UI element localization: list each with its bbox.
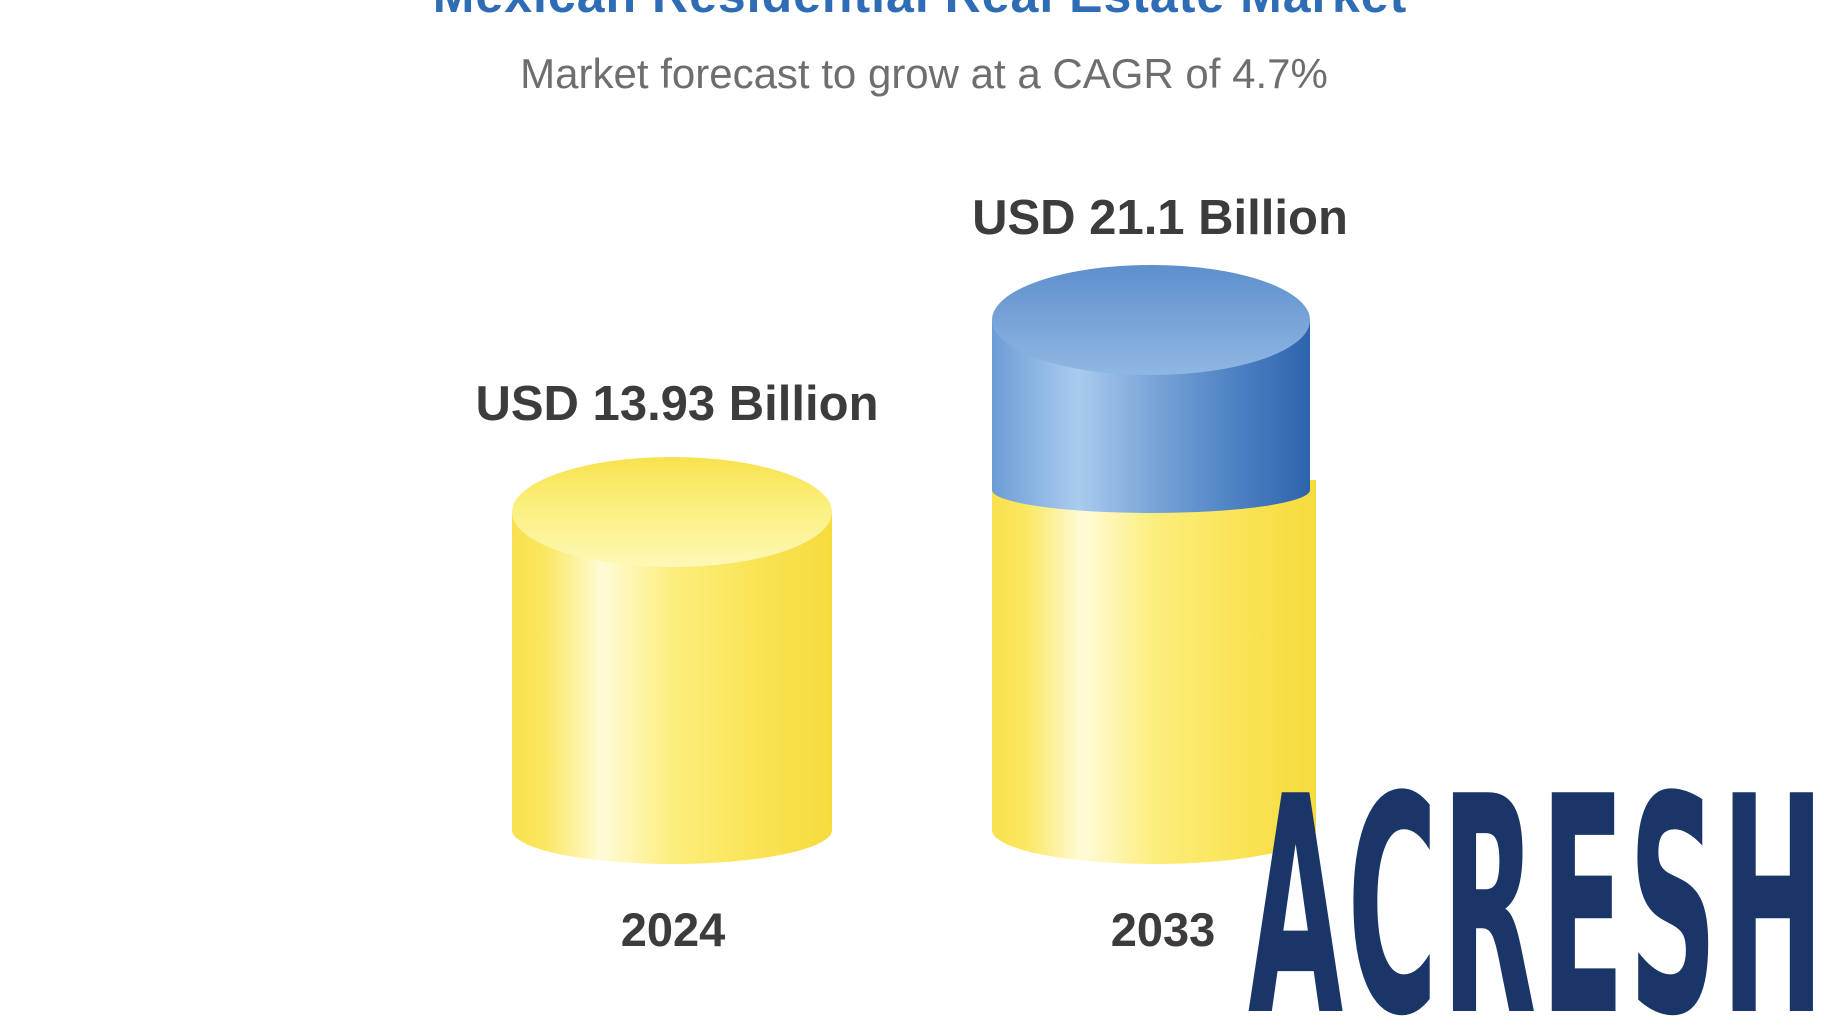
- bar-2033-base-segment: [992, 480, 1316, 864]
- axis-label-2033: 2033: [1110, 903, 1216, 956]
- value-label-2024: USD 13.93 Billion: [475, 377, 879, 431]
- axis-label-2024: 2024: [620, 903, 726, 956]
- bar-2033-cylinder: [992, 265, 1316, 864]
- watermark-logo: ACRESH: [1248, 733, 1824, 1026]
- bar-2024-cylinder: [512, 457, 832, 864]
- bar-2033-growth-segment: [992, 320, 1310, 513]
- value-label-2033: USD 21.1 Billion: [972, 191, 1348, 245]
- chart-title: Mexican Residential Real Estate Market: [433, 0, 1408, 24]
- chart-subtitle: Market forecast to grow at a CAGR of 4.7…: [520, 50, 1328, 97]
